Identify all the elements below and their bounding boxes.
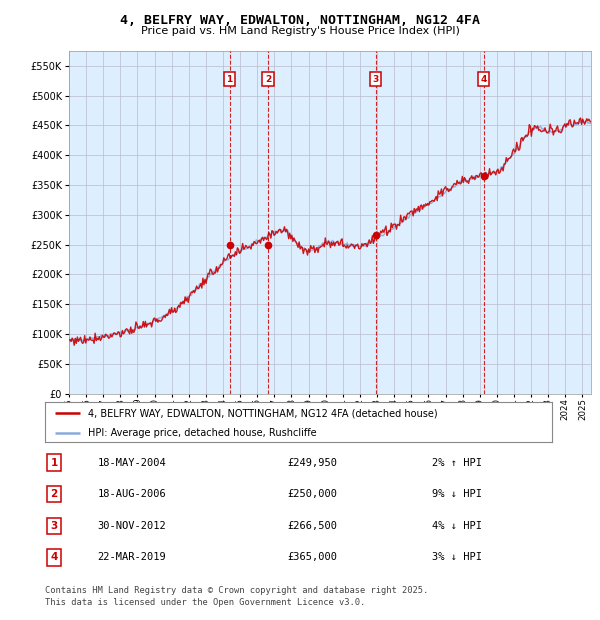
Text: 2% ↑ HPI: 2% ↑ HPI — [432, 458, 482, 467]
Text: 3% ↓ HPI: 3% ↓ HPI — [432, 552, 482, 562]
Text: HPI: Average price, detached house, Rushcliffe: HPI: Average price, detached house, Rush… — [88, 428, 317, 438]
Text: 1: 1 — [226, 75, 233, 84]
Text: 3: 3 — [50, 521, 58, 531]
Text: 4: 4 — [481, 75, 487, 84]
Text: 9% ↓ HPI: 9% ↓ HPI — [432, 489, 482, 499]
Text: £250,000: £250,000 — [287, 489, 337, 499]
Text: 2: 2 — [265, 75, 271, 84]
Text: 3: 3 — [373, 75, 379, 84]
Text: £266,500: £266,500 — [287, 521, 337, 531]
Text: 22-MAR-2019: 22-MAR-2019 — [98, 552, 166, 562]
Text: 4, BELFRY WAY, EDWALTON, NOTTINGHAM, NG12 4FA (detached house): 4, BELFRY WAY, EDWALTON, NOTTINGHAM, NG1… — [88, 408, 438, 418]
Text: 2: 2 — [50, 489, 58, 499]
Text: £249,950: £249,950 — [287, 458, 337, 467]
Text: Contains HM Land Registry data © Crown copyright and database right 2025.
This d: Contains HM Land Registry data © Crown c… — [45, 586, 428, 607]
Text: 18-MAY-2004: 18-MAY-2004 — [98, 458, 166, 467]
Text: 4, BELFRY WAY, EDWALTON, NOTTINGHAM, NG12 4FA: 4, BELFRY WAY, EDWALTON, NOTTINGHAM, NG1… — [120, 14, 480, 27]
Text: 1: 1 — [50, 458, 58, 467]
Text: 18-AUG-2006: 18-AUG-2006 — [98, 489, 166, 499]
Text: 4% ↓ HPI: 4% ↓ HPI — [432, 521, 482, 531]
Text: 4: 4 — [50, 552, 58, 562]
Text: Price paid vs. HM Land Registry's House Price Index (HPI): Price paid vs. HM Land Registry's House … — [140, 26, 460, 36]
Text: 30-NOV-2012: 30-NOV-2012 — [98, 521, 166, 531]
Text: £365,000: £365,000 — [287, 552, 337, 562]
